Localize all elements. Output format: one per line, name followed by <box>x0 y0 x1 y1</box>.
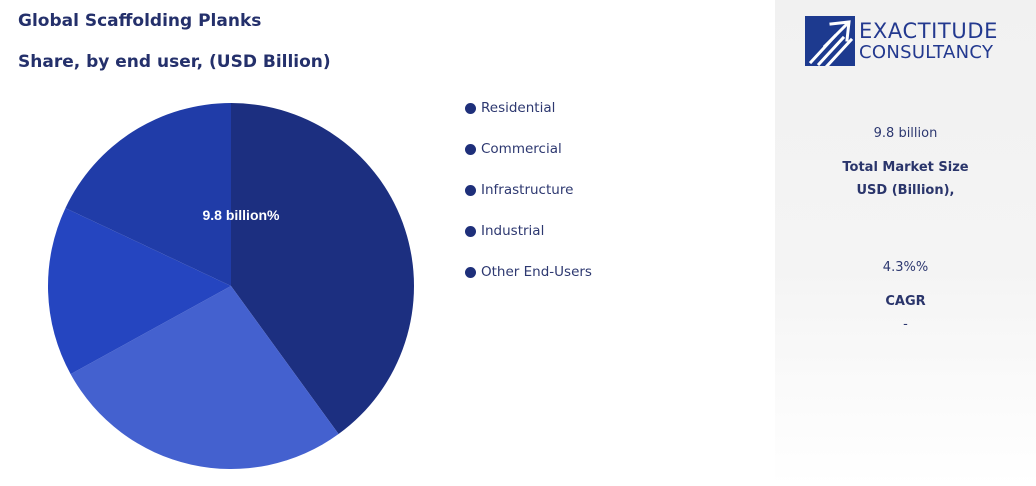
legend-label: Other End-Users <box>481 264 592 280</box>
pie-slice-1 <box>231 103 414 435</box>
legend-item: Commercial <box>465 141 592 157</box>
pie-chart: 9.8 billion% <box>48 103 414 469</box>
legend-swatch-icon <box>465 266 476 278</box>
chart-title: Global Scaffolding Planks <box>18 11 262 31</box>
cagr-label: CAGR <box>885 294 926 309</box>
pie-center-label: 9.8 billion% <box>202 207 280 223</box>
legend-label: Commercial <box>481 141 562 157</box>
legend-item: Infrastructure <box>465 182 592 198</box>
logo-arrows-icon <box>805 16 855 66</box>
legend-item: Other End-Users <box>465 264 592 280</box>
brand-name-line1: EXACTITUDE <box>859 18 998 43</box>
cagr-dash: - <box>903 317 908 332</box>
legend-item: Industrial <box>465 223 592 239</box>
legend-swatch-icon <box>465 184 476 196</box>
legend-swatch-icon <box>465 225 476 237</box>
legend-label: Infrastructure <box>481 182 574 198</box>
cagr-value: 4.3%% <box>882 260 929 275</box>
legend-label: Residential <box>481 100 556 116</box>
chart-subtitle: Share, by end user, (USD Billion) <box>18 52 331 72</box>
legend-swatch-icon <box>465 143 476 155</box>
market-size-value: 9.8 billion <box>873 126 938 141</box>
market-size-label: Total Market Size <box>842 160 969 175</box>
brand-name-line2: CONSULTANCY <box>859 41 994 63</box>
legend-swatch-icon <box>465 102 476 114</box>
chart-legend: Residential Commercial Infrastructure Indus… <box>465 100 592 305</box>
pie-slice-4 <box>65 103 231 286</box>
pie-slice-2 <box>70 286 339 469</box>
pie-slice-3 <box>48 208 231 375</box>
legend-label: Industrial <box>481 223 545 239</box>
summary-panel: EXACTITUDE CONSULTANCY 9.8 billion Total… <box>775 0 1036 486</box>
market-size-unit: USD (Billion), <box>856 183 955 198</box>
brand-logo: EXACTITUDE CONSULTANCY <box>805 16 998 66</box>
legend-item: Residential <box>465 100 592 116</box>
pie-slices <box>48 103 414 469</box>
